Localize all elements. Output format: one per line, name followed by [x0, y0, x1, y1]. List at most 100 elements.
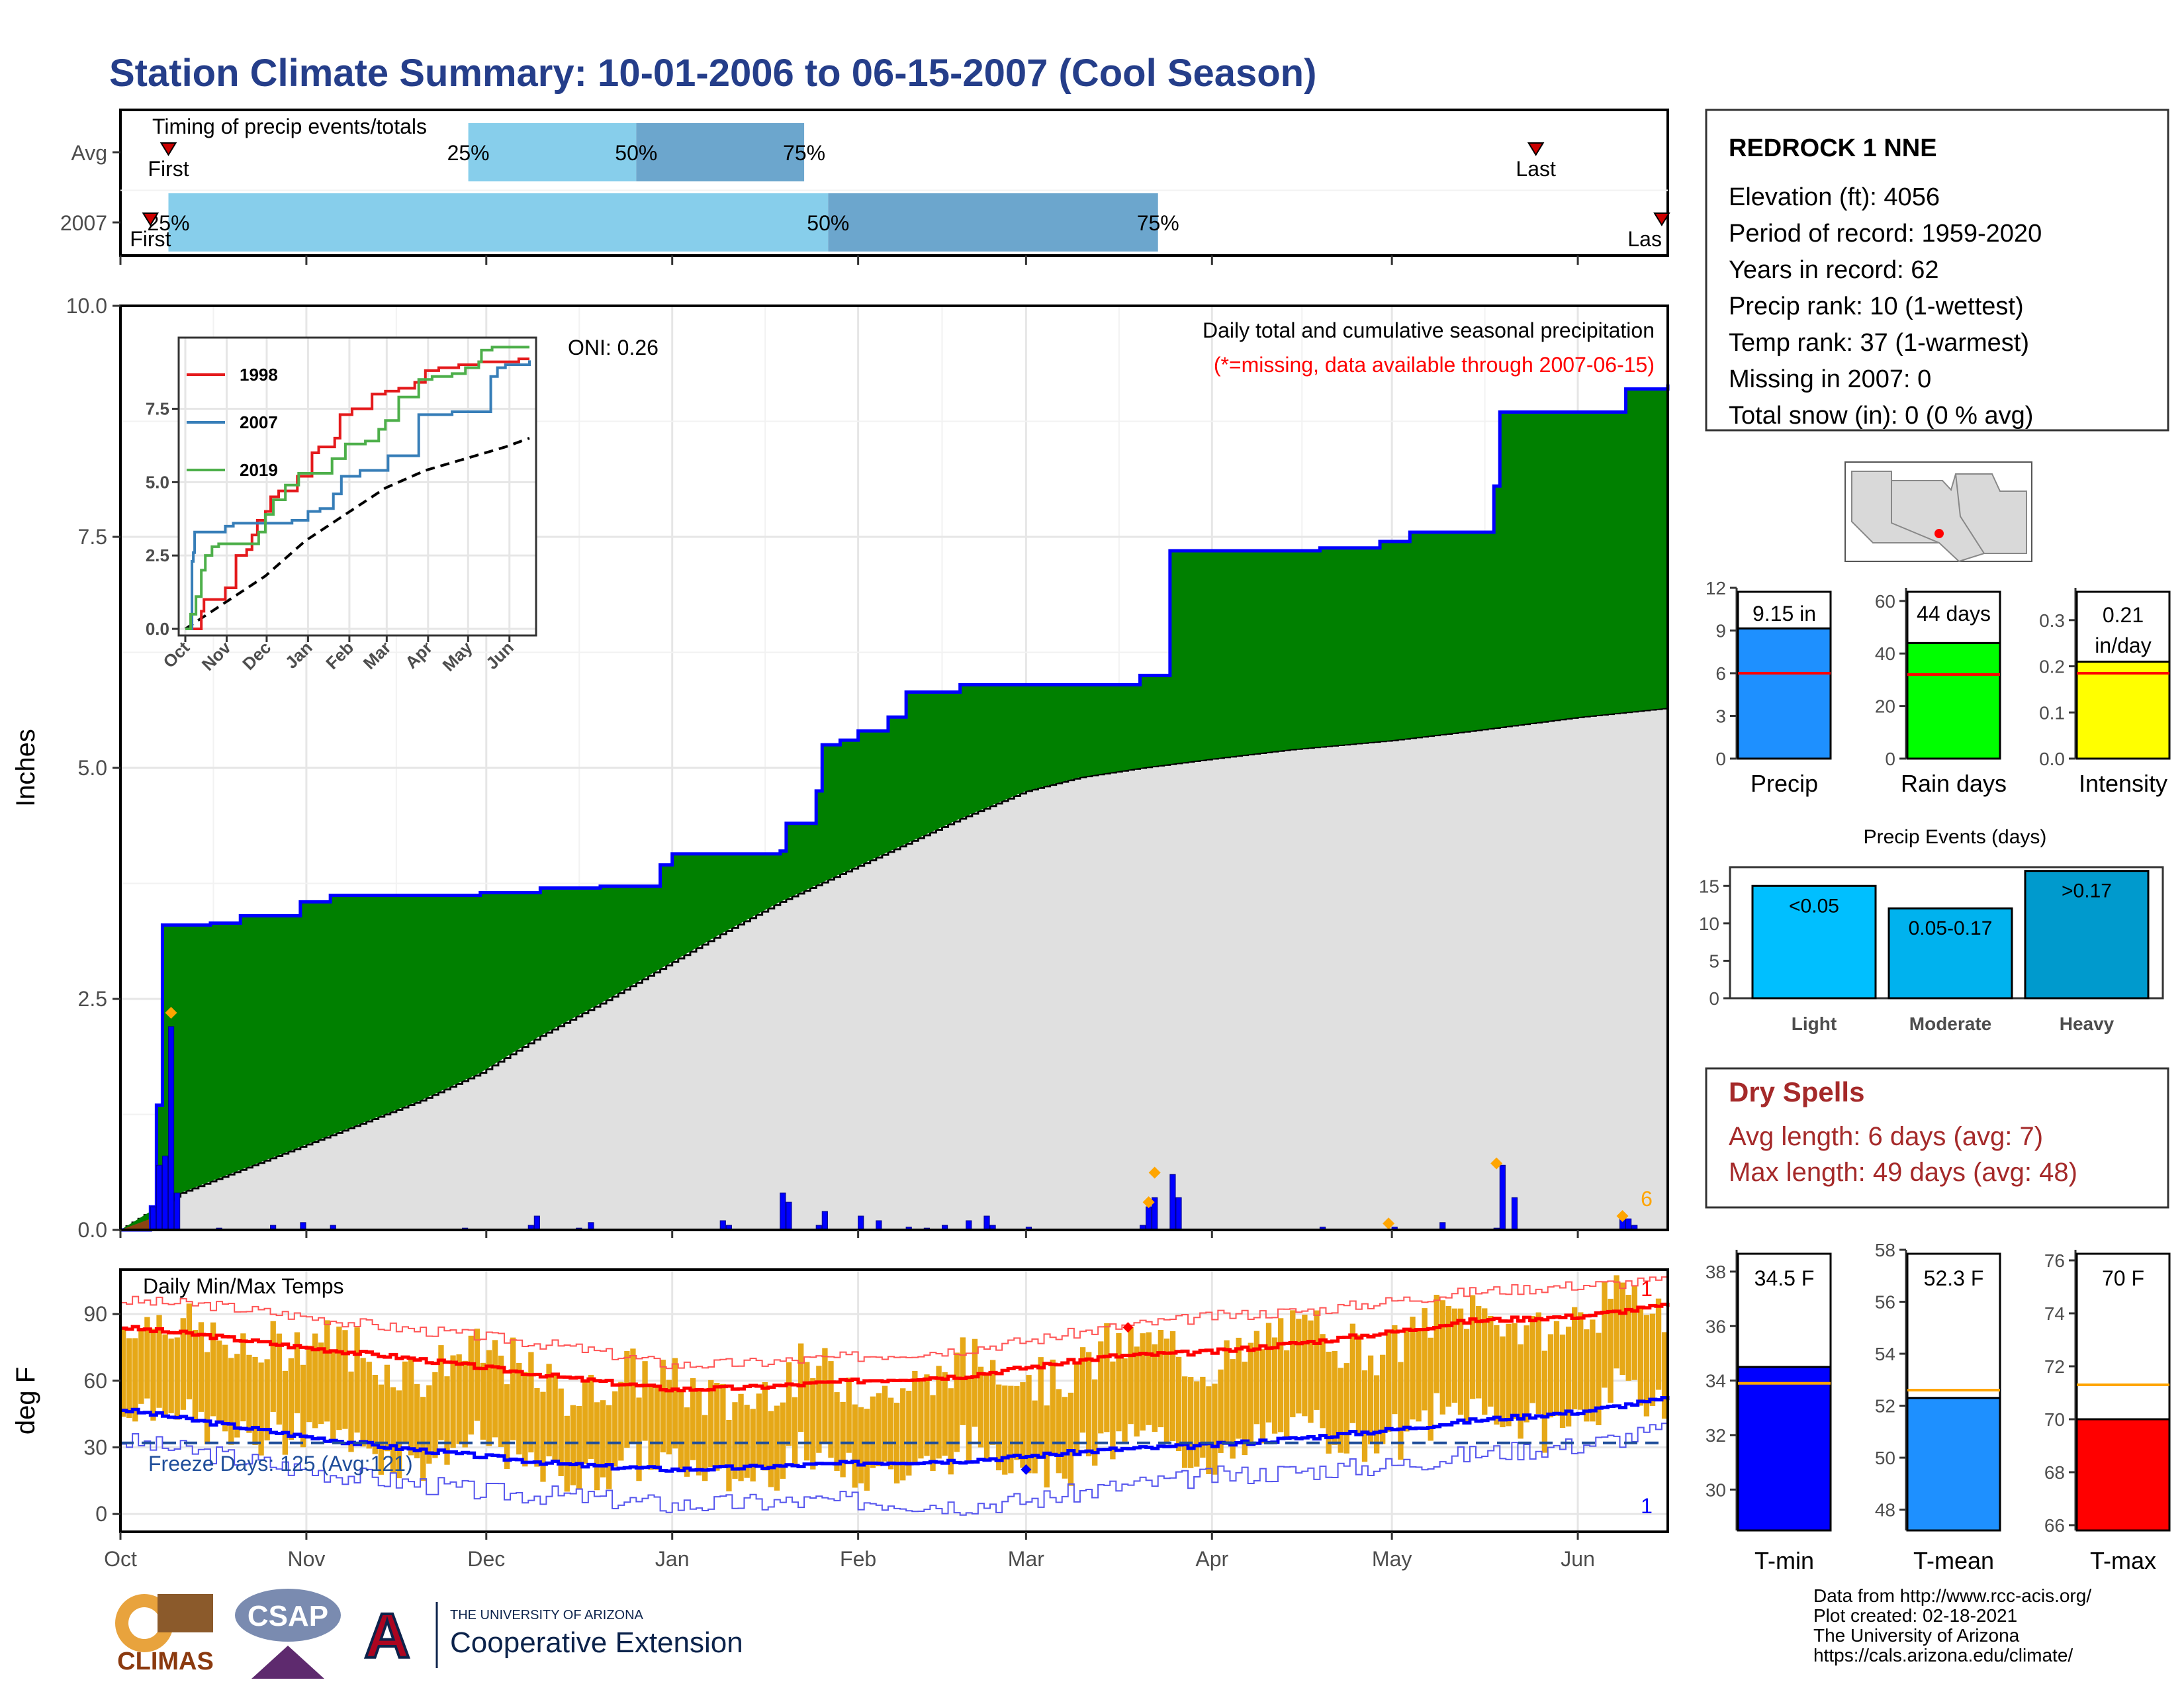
precip-event-marker — [1490, 1157, 1503, 1170]
daily-temp-bar — [282, 1370, 289, 1455]
daily-temp-bar — [1392, 1325, 1398, 1415]
csap-logo: CSAP — [235, 1589, 341, 1679]
summary-y-tick-label: 9 — [1715, 621, 1726, 641]
precip-y-tick-label: 10.0 — [66, 294, 107, 318]
daily-temp-bar — [786, 1362, 792, 1446]
inset-x-tick-label: May — [439, 637, 477, 675]
station-stat-line: Elevation (ft): 4056 — [1729, 183, 1940, 211]
summary-y-tick-label: 0 — [1715, 749, 1726, 769]
temp-summary-bar — [1737, 1366, 1832, 1532]
inset-x-tick-label: Jan — [281, 637, 316, 673]
daily-temp-bar — [1619, 1282, 1625, 1376]
daily-temp-bar — [648, 1386, 654, 1470]
daily-temp-bar — [696, 1389, 702, 1476]
timing-bar-q1 — [468, 123, 637, 181]
arizona-shape — [1851, 471, 2027, 563]
daily-precip-bar — [719, 1220, 726, 1231]
daily-temp-bar — [486, 1350, 492, 1446]
temp-record-marker-min — [1021, 1464, 1032, 1476]
record-max-line — [120, 1276, 1668, 1370]
station-info-frame — [1705, 109, 2169, 432]
daily-temp-bar — [1578, 1312, 1584, 1410]
daily-temp-bar — [750, 1409, 756, 1481]
daily-temp-bar — [1314, 1310, 1320, 1410]
temp-summary-bars: 30 32 34 36 38 34.5 F T-min 48 50 52 54 56 58 52.3 F T… — [1706, 1240, 2171, 1574]
daily-temp-bar — [1655, 1298, 1662, 1390]
summary-y-tick-label: 0.2 — [2039, 657, 2065, 677]
daily-temp-bar — [216, 1340, 222, 1421]
daily-temp-bar — [966, 1378, 972, 1463]
daily-temp-bar — [1500, 1336, 1506, 1428]
inset-series-2019 — [185, 346, 529, 630]
inset-x-tick-label: Apr — [401, 637, 436, 673]
summary-value-label: 0.21 — [2103, 603, 2144, 627]
daily-temp-bar — [1122, 1358, 1128, 1442]
daily-temp-bar — [300, 1364, 306, 1448]
daily-precip-bar — [1511, 1197, 1518, 1231]
temp-record-markers — [1021, 1322, 1134, 1476]
summary-value-label: 9.15 in — [1752, 602, 1816, 626]
daily-temp-bar — [1140, 1333, 1146, 1431]
daily-temp-bar — [1529, 1316, 1535, 1403]
daily-temp-bar — [1128, 1327, 1134, 1425]
daily-temp-bar — [288, 1358, 295, 1440]
daily-temp-bar — [1079, 1347, 1086, 1433]
daily-temp-bar — [1224, 1340, 1230, 1443]
summary-category-label: Rain days — [1901, 770, 2007, 797]
daily-temp-bar — [906, 1390, 912, 1476]
daily-temp-bar — [564, 1415, 570, 1492]
temp-record-marker-max — [1122, 1322, 1134, 1333]
temp-summary-y-tick-label: 48 — [1875, 1500, 1895, 1521]
daily-temp-bar — [600, 1400, 606, 1477]
events-y-tick-label: 0 — [1709, 988, 1719, 1009]
inset-legend-label: 1998 — [240, 365, 278, 385]
daily-temp-bar — [1506, 1323, 1512, 1427]
daily-precip-bar — [1499, 1164, 1506, 1231]
daily-temp-bar — [138, 1327, 144, 1404]
record-max-count: 1 — [1641, 1277, 1653, 1301]
daily-temp-bar — [1008, 1385, 1014, 1474]
climas-logo-inner — [128, 1607, 160, 1639]
x-tick-label: Apr — [1195, 1547, 1228, 1571]
daily-temp-bar — [1326, 1351, 1332, 1454]
precip-event-marker — [1383, 1217, 1395, 1230]
inset-legend-label: 2019 — [240, 460, 278, 480]
summary-bar-cap — [1906, 590, 2001, 644]
ua-a-mark: A — [364, 1601, 410, 1671]
daily-temp-bar — [294, 1332, 300, 1413]
daily-temp-bar — [150, 1329, 156, 1421]
x-tick-label: Jan — [655, 1547, 690, 1571]
daily-temp-bar — [1062, 1397, 1068, 1479]
daily-temp-bar — [1428, 1337, 1433, 1441]
daily-temp-bar — [1302, 1314, 1308, 1417]
timing-panel-title: Timing of precip events/totals — [152, 115, 427, 138]
daily-temp-bar — [1565, 1327, 1572, 1427]
timing-p75-label: 75% — [1137, 211, 1179, 235]
daily-precip-bars — [150, 1026, 1638, 1231]
summary-category-label: Precip — [1751, 770, 1818, 797]
precip-event-marker — [1616, 1210, 1629, 1223]
daily-temp-bar — [324, 1320, 330, 1422]
daily-temp-bar — [390, 1387, 396, 1474]
summary-y-tick-label: 12 — [1706, 578, 1726, 598]
daily-temp-bar — [1169, 1331, 1176, 1441]
daily-temp-bar — [1265, 1323, 1272, 1423]
daily-temp-bar — [942, 1372, 948, 1456]
inset-series-2007 — [185, 360, 531, 630]
events-category-label: Moderate — [1909, 1013, 1991, 1034]
daily-temp-bar — [792, 1397, 798, 1464]
daily-temp-bar — [1463, 1329, 1470, 1423]
daily-temp-bar — [983, 1373, 990, 1462]
temp-y-tick-label: 0 — [95, 1502, 107, 1526]
daily-temp-bar — [1158, 1329, 1164, 1428]
daily-temp-bar — [162, 1334, 168, 1415]
precip-y-title: Inches — [11, 729, 40, 807]
events-bar — [1751, 884, 1877, 1000]
daily-temp-bar — [468, 1335, 474, 1435]
daily-temp-bar — [186, 1303, 193, 1399]
daily-temp-bar — [840, 1401, 846, 1477]
month-x-axis: Oct Nov Dec Jan Feb Mar Apr May Jun — [104, 1532, 1595, 1571]
daily-temp-bar — [1637, 1305, 1644, 1406]
precip-panel-subtitle: (*=missing, data available through 2007-… — [1214, 353, 1655, 377]
daily-temp-bar — [366, 1362, 372, 1449]
